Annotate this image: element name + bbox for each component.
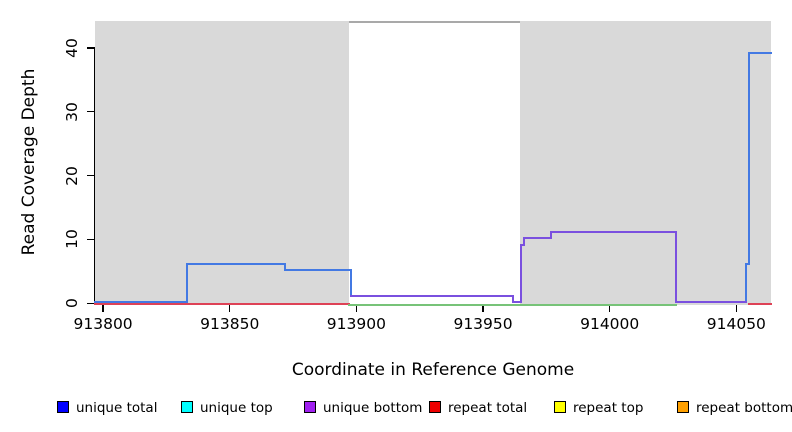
legend-swatch-icon: [304, 401, 316, 413]
series-segment-unique-total: [350, 269, 353, 297]
legend-label: repeat top: [573, 400, 644, 416]
series-segment-repeat-total: [748, 303, 772, 306]
x-axis-tick: [102, 305, 104, 312]
series-segment-unique-bottom: [522, 237, 553, 240]
series-segment-unique-bottom: [674, 231, 677, 304]
legend-swatch-icon: [677, 401, 689, 413]
legend-label: repeat bottom: [696, 400, 792, 416]
series-segment-unique-total: [745, 262, 750, 265]
legend-swatch-icon: [554, 401, 566, 413]
x-axis-tick: [609, 305, 611, 312]
series-segment-top-strands-overlap: [347, 304, 677, 307]
series-segment-unique-total: [185, 262, 287, 265]
y-axis-tick: [87, 110, 94, 113]
series-segment-unique-total: [748, 52, 751, 265]
x-tick-label: 913950: [453, 315, 513, 333]
x-axis-title: Coordinate in Reference Genome: [291, 360, 575, 380]
y-tick-label: 30: [63, 101, 81, 122]
series-segment-unique-total: [284, 262, 287, 272]
series-segment-unique-bottom: [550, 231, 677, 234]
y-axis-tick: [87, 302, 94, 304]
series-segment-unique-bottom: [674, 301, 748, 304]
legend-swatch-icon: [57, 401, 69, 413]
series-segment-unique-bottom: [520, 243, 525, 246]
x-axis-tick: [229, 305, 231, 312]
series-segment-unique-bottom: [520, 243, 523, 304]
y-tick-label: 10: [63, 229, 81, 250]
x-axis-tick: [735, 305, 738, 312]
series-segment-unique-bottom: [512, 301, 523, 304]
series-segment-unique-bottom: [550, 231, 553, 240]
series-segment-unique-total: [185, 262, 188, 304]
series-segment-unique-total: [284, 269, 353, 272]
series-segment-unique-total: [94, 301, 188, 304]
y-axis-line: [93, 47, 95, 305]
x-tick-label: 914050: [706, 315, 766, 333]
legend-label: repeat total: [448, 400, 528, 416]
series-segment-unique-total: [745, 262, 748, 304]
series-segment-unique-bottom: [350, 294, 515, 297]
x-axis-tick: [355, 305, 358, 312]
x-tick-label: 914000: [580, 315, 640, 333]
y-axis-tick: [87, 238, 94, 241]
y-axis-title: Read Coverage Depth: [19, 68, 39, 256]
legend-label: unique total: [76, 400, 158, 416]
repeat-shade-left: [95, 21, 349, 305]
x-tick-label: 913850: [200, 315, 260, 333]
y-axis-tick: [87, 47, 94, 49]
series-segment-unique-bottom: [522, 237, 525, 246]
y-axis-tick: [87, 174, 94, 177]
x-tick-label: 913900: [326, 315, 386, 333]
legend-swatch-icon: [429, 401, 441, 413]
legend-label: unique top: [200, 400, 273, 416]
series-segment-unique-bottom: [512, 294, 515, 304]
legend-label: unique bottom: [323, 400, 423, 416]
x-axis-tick: [482, 305, 484, 312]
x-tick-label: 913800: [73, 315, 133, 333]
gap-top-line: [348, 20, 520, 23]
series-segment-repeat-total: [94, 303, 350, 306]
legend-swatch-icon: [181, 401, 193, 413]
repeat-shade-right: [519, 21, 771, 305]
y-tick-label: 40: [63, 37, 81, 58]
y-tick-label: 20: [63, 165, 81, 186]
series-segment-unique-total: [748, 52, 772, 55]
